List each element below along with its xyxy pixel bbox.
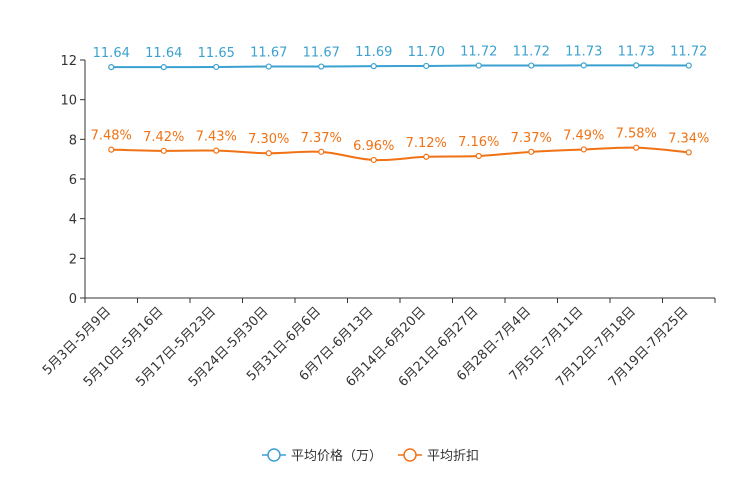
series-2-data-label: 7.37% (511, 131, 552, 146)
series-1-data-label: 11.69 (355, 45, 392, 60)
chart-axes: 0246810125月3日-5月9日5月10日-5月16日5月17日-5月23日… (40, 54, 716, 390)
series-1-data-label: 11.73 (618, 44, 655, 59)
series-1-point[interactable] (213, 63, 220, 71)
y-tick-label: 4 (69, 213, 77, 228)
series-2-point[interactable] (160, 147, 167, 154)
series-1: 11.64 11.64 11.65 11.67 11.67 11.69 11.70 11.72… (93, 44, 707, 71)
y-tick-label: 6 (69, 173, 77, 188)
series-2-data-label: 7.49% (563, 128, 604, 143)
series-2-line (111, 146, 689, 162)
legend-label: 平均折扣 (427, 449, 479, 464)
series-1-point[interactable] (633, 62, 640, 69)
series-2-point[interactable] (423, 153, 430, 160)
series-2-point[interactable] (318, 148, 325, 155)
y-tick-label: 10 (60, 94, 77, 109)
series-layer: 11.64 11.64 11.65 11.67 11.67 11.69 11.70 11.72… (91, 44, 709, 164)
series-1-data-label: 11.70 (408, 45, 445, 60)
chart-legend[interactable]: 平均价格（万） 平均折扣 (262, 448, 479, 464)
series-1-point[interactable] (370, 63, 377, 70)
legend-circle-icon (403, 448, 417, 462)
series-1-data-label: 11.72 (513, 45, 550, 60)
series-2-point[interactable] (108, 146, 115, 153)
series-2-point[interactable] (213, 147, 220, 154)
y-tick-label: 0 (69, 292, 77, 307)
series-1-data-label: 11.67 (250, 46, 287, 61)
series-1-point[interactable] (685, 62, 692, 69)
series-1-point[interactable] (318, 63, 325, 70)
series-2-point[interactable] (370, 156, 377, 164)
series-2-data-label: 7.12% (406, 136, 447, 151)
series-1-point[interactable] (475, 62, 482, 69)
series-2-data-label: 7.37% (301, 131, 342, 146)
series-2-point[interactable] (475, 152, 482, 160)
series-2-data-label: 7.30% (248, 132, 289, 147)
legend-item-1[interactable]: 平均价格（万） (262, 448, 382, 464)
series-2-data-label: 7.58% (616, 127, 657, 142)
series-1-line (111, 64, 689, 69)
series-2-point[interactable] (633, 144, 640, 151)
series-2-data-label: 6.96% (353, 139, 394, 154)
series-2-point[interactable] (528, 148, 535, 155)
series-1-point[interactable] (580, 62, 587, 69)
legend-item-2[interactable]: 平均折扣 (398, 448, 479, 464)
series-1-data-label: 11.65 (198, 46, 235, 61)
legend-label: 平均价格（万） (291, 448, 382, 464)
series-1-data-label: 11.67 (303, 46, 340, 61)
legend-circle-icon (267, 448, 281, 462)
series-2-data-label: 7.34% (668, 131, 709, 146)
series-1-data-label: 11.72 (670, 45, 707, 60)
series-2-data-label: 7.48% (91, 129, 132, 144)
series-1-data-label: 11.64 (145, 46, 182, 61)
series-1-point[interactable] (160, 64, 167, 71)
series-1-data-label: 11.73 (565, 44, 602, 59)
series-2-data-label: 7.43% (196, 130, 237, 145)
series-1-data-label: 11.72 (460, 45, 497, 60)
series-2-data-label: 7.42% (143, 130, 184, 145)
series-1-point[interactable] (423, 62, 430, 70)
series-1-point[interactable] (265, 63, 272, 70)
y-tick-label: 2 (69, 252, 77, 267)
series-2-data-label: 7.16% (458, 135, 499, 150)
series-2-point[interactable] (685, 149, 692, 156)
series-1-point[interactable] (108, 64, 115, 71)
series-2-point[interactable] (580, 146, 587, 153)
series-2-point[interactable] (265, 150, 272, 157)
y-tick-label: 12 (60, 54, 77, 69)
series-1-point[interactable] (528, 62, 535, 69)
series-2: 7.48% 7.42% 7.43% 7.30% 7.37% 6.96% 7.12% 7.16%… (91, 127, 709, 164)
y-tick-label: 8 (69, 133, 77, 148)
series-1-data-label: 11.64 (93, 46, 130, 61)
